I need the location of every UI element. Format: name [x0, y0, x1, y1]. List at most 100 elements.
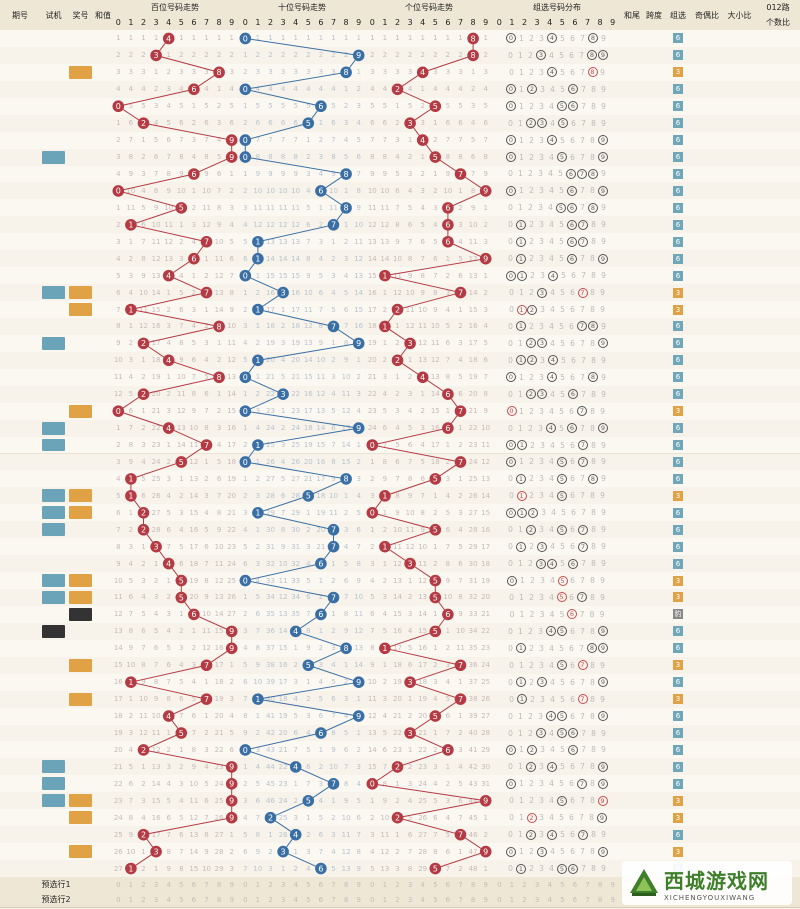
missing-count: 7 [255, 136, 261, 145]
missing-count: 3 [255, 407, 261, 416]
group-digit: 2 [529, 321, 534, 331]
missing-count: 23 [266, 407, 275, 416]
svg-text:6: 6 [191, 254, 196, 263]
trend-ball: 9 [352, 49, 365, 62]
footer-digit: 7 [458, 880, 463, 889]
missing-count: 4 [420, 203, 425, 212]
trend-ball: 1 [125, 303, 137, 316]
trend-ball: 2 [391, 811, 404, 824]
missing-count: 9 [331, 169, 336, 178]
svg-text:2: 2 [395, 356, 400, 365]
missing-count: 18 [291, 322, 301, 331]
missing-count: 5 [306, 102, 311, 111]
footer-digit: 5 [433, 880, 438, 889]
missing-count: 8 [407, 254, 413, 263]
missing-count: 2 [141, 424, 146, 433]
missing-count: 2 [243, 119, 248, 128]
trend-ball: 4 [289, 761, 302, 773]
trend-ball: 0 [239, 151, 252, 163]
missing-count: 14 [291, 254, 301, 263]
group-digit: 1 [518, 169, 523, 179]
missing-count: 3 [243, 322, 248, 331]
missing-count: 20 [291, 356, 301, 365]
missing-count: 7 [229, 271, 234, 280]
header-span: 跨度 [646, 10, 662, 20]
trend-ball: 6 [442, 608, 454, 621]
header-digit: 4 [166, 17, 172, 27]
missing-count: 6 [318, 288, 324, 297]
svg-text:2: 2 [395, 85, 400, 94]
trend-ball: 6 [188, 608, 200, 621]
missing-count: 5 [229, 237, 234, 246]
group-digit: 3 [539, 33, 544, 43]
trend-ball: 5 [302, 659, 315, 672]
svg-text:6: 6 [318, 102, 323, 111]
svg-text:5: 5 [306, 661, 311, 670]
group-digit: 5 [561, 271, 566, 281]
missing-count: 5 [280, 102, 286, 111]
group-digit: 4 [549, 254, 554, 264]
missing-count: 10 [291, 186, 301, 195]
group-digit: 9 [601, 33, 606, 43]
group-digit: 8 [591, 271, 596, 281]
group-digit: 0 [506, 135, 516, 146]
missing-count: 6 [153, 153, 159, 162]
missing-count: 12 [367, 220, 377, 229]
trend-ball: 6 [442, 422, 454, 434]
missing-count: 2 [420, 102, 425, 111]
group-type-badge: 3 [673, 406, 683, 417]
group-digit: 6 [570, 67, 575, 77]
group-type-badge: 6 [673, 118, 683, 129]
missing-count: 2 [116, 51, 121, 60]
header-digit: 5 [305, 17, 311, 27]
header-digit: 4 [547, 17, 553, 27]
missing-count: 3 [343, 254, 349, 263]
test-number [42, 336, 65, 350]
missing-count: 3 [382, 68, 388, 77]
group-digit: 2 [529, 186, 534, 196]
missing-count: 8 [483, 153, 488, 162]
svg-text:9: 9 [229, 153, 234, 162]
missing-count: 12 [113, 390, 123, 399]
missing-count: 3 [153, 102, 159, 111]
missing-count: 5 [153, 136, 159, 145]
missing-count: 1 [280, 407, 286, 416]
trend-ball: 5 [302, 490, 315, 502]
group-digit: 3 [539, 254, 544, 264]
missing-count: 2 [395, 390, 400, 399]
trend-ball: 1 [125, 490, 137, 502]
group-type-badge: 3 [673, 304, 683, 315]
trend-ball: 2 [137, 506, 150, 519]
group-digit: 3 [537, 287, 547, 298]
missing-count: 5 [306, 203, 311, 212]
trend-ball: 7 [454, 693, 467, 705]
trend-ball: 6 [442, 388, 454, 401]
svg-text:4: 4 [293, 763, 298, 772]
group-digit: 1 [519, 101, 524, 111]
missing-count: 2 [179, 237, 184, 246]
missing-count: 17 [468, 339, 478, 348]
missing-count: 2 [483, 220, 488, 229]
group-digit: 1 [518, 389, 523, 399]
trend-ball: 9 [352, 337, 365, 350]
missing-count: 2 [458, 322, 463, 331]
svg-text:7: 7 [331, 322, 336, 331]
footer-digit: 5 [306, 880, 311, 889]
group-digit: 5 [560, 67, 565, 77]
missing-count: 4 [116, 254, 121, 263]
group-digit: 2 [529, 67, 534, 77]
svg-text:0: 0 [243, 373, 248, 382]
svg-text:1: 1 [128, 305, 133, 314]
missing-count: 2 [458, 203, 463, 212]
missing-count: 16 [227, 424, 237, 433]
missing-count: 6 [331, 119, 336, 128]
group-type: 6 [665, 352, 691, 369]
trend-ball: 3 [150, 49, 162, 62]
group-digit: 5 [557, 152, 567, 163]
group-digit: 0 [509, 305, 514, 314]
svg-text:9: 9 [356, 712, 361, 721]
missing-count: 7 [280, 136, 286, 145]
missing-count: 3 [243, 203, 248, 212]
